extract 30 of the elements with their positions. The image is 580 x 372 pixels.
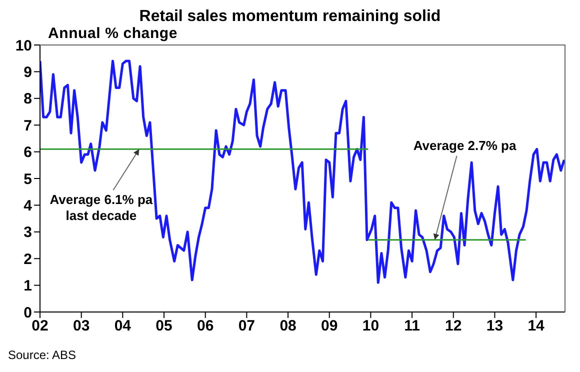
y-tick-label: 0 (24, 304, 32, 322)
y-tick-label: 2 (24, 250, 32, 268)
x-tick-label: 14 (528, 318, 546, 335)
chart-subtitle: Annual % change (48, 25, 178, 42)
annotation: Average 2.7% pa (413, 138, 517, 153)
x-tick-label: 02 (32, 318, 48, 335)
y-tick-label: 3 (24, 224, 32, 242)
x-tick-label: 09 (321, 318, 338, 335)
y-tick-label: 1 (24, 278, 32, 295)
x-tick-label: 11 (404, 318, 420, 335)
y-tick-label: 7 (24, 117, 32, 134)
y-tick-label: 8 (24, 90, 32, 108)
x-tick-label: 08 (280, 318, 296, 335)
x-tick-label: 10 (362, 318, 380, 335)
line-series (40, 60, 565, 284)
y-tick-label: 5 (24, 170, 32, 188)
x-tick-label: 13 (486, 318, 504, 335)
annotation: Average 6.1% pa last decade (50, 192, 154, 224)
x-tick-label: 03 (72, 318, 90, 335)
y-tick-label: 4 (24, 198, 33, 215)
chart-title: Retail sales momentum remaining solid (138, 8, 442, 26)
x-tick-label: 07 (238, 318, 256, 335)
x-tick-label: 12 (445, 318, 462, 335)
x-tick-label: 06 (197, 318, 214, 335)
y-tick-label: 10 (15, 37, 32, 54)
y-tick-label: 6 (24, 144, 32, 162)
x-tick-label: 04 (114, 318, 132, 335)
x-tick-label: 05 (156, 318, 172, 335)
y-tick-label: 9 (24, 64, 32, 82)
source-note: Source: ABS (8, 348, 76, 362)
